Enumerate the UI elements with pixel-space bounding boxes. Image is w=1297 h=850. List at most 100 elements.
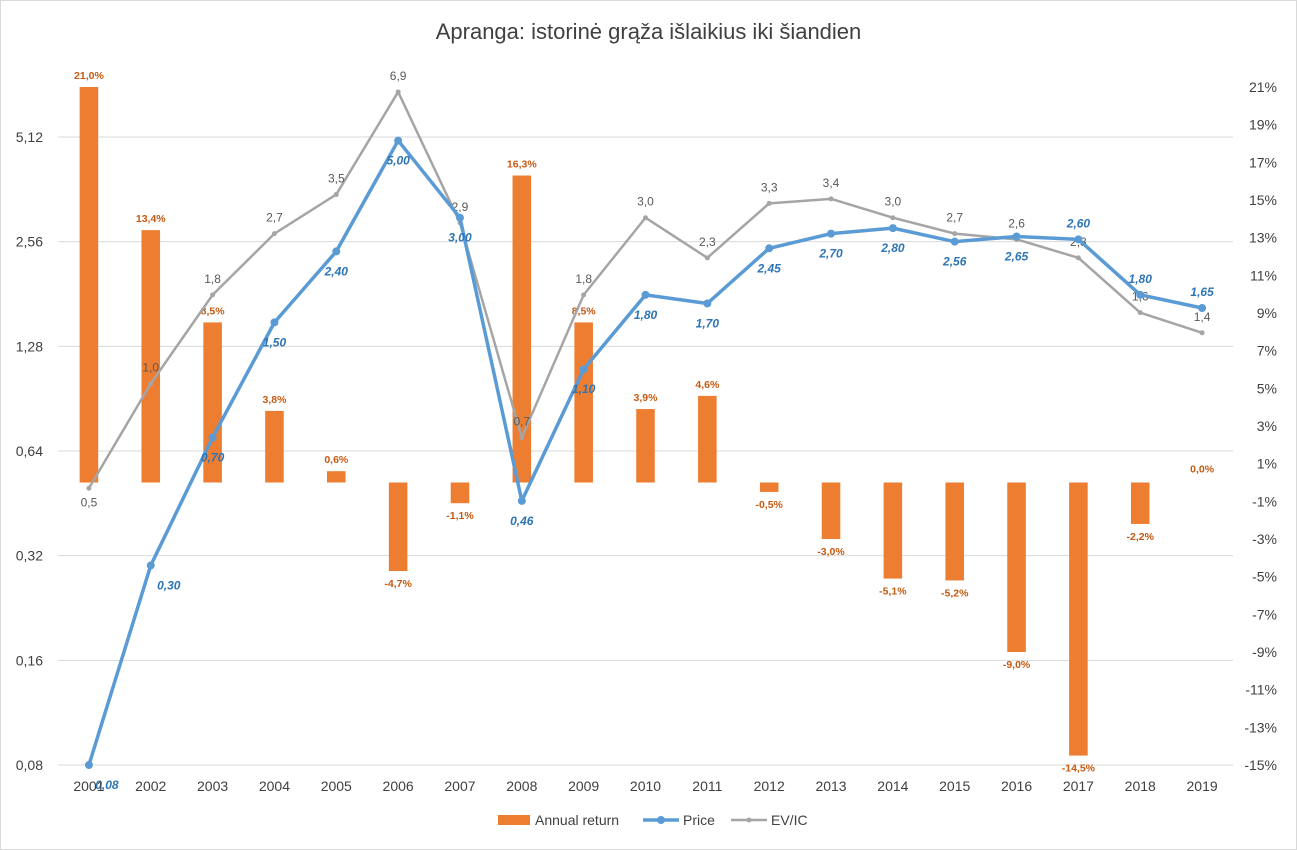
right-tick-label: -9% — [1252, 644, 1277, 660]
price-label: 0,46 — [510, 514, 534, 528]
price-point — [332, 247, 341, 256]
x-tick-label: 2008 — [506, 778, 537, 794]
right-tick-label: 7% — [1257, 343, 1277, 359]
x-tick-label: 2005 — [321, 778, 352, 794]
annual-return-label: 4,6% — [695, 379, 720, 391]
ev-ic-label: 1,8 — [575, 272, 592, 286]
ev-ic-point — [333, 191, 339, 197]
annual-return-label: -5,2% — [941, 587, 969, 599]
x-tick-label: 2010 — [630, 778, 661, 794]
annual-return-label: 3,9% — [634, 392, 659, 404]
ev-ic-point — [890, 215, 896, 221]
x-tick-label: 2004 — [259, 778, 290, 794]
right-tick-label: 15% — [1249, 192, 1277, 208]
price-series: 0,080,300,701,502,405,003,000,461,101,80… — [84, 136, 1214, 792]
right-tick-label: -1% — [1252, 493, 1277, 509]
annual-return-label: -0,5% — [755, 499, 783, 511]
price-label: 1,70 — [696, 316, 720, 330]
price-label: 1,65 — [1190, 285, 1214, 299]
right-tick-label: -15% — [1244, 757, 1277, 773]
left-tick-label: 0,08 — [16, 757, 43, 773]
annual-return-label: 13,4% — [136, 213, 166, 225]
right-tick-label: 9% — [1257, 305, 1277, 321]
legend-marker-price — [657, 816, 665, 824]
bars-layer: 21,0%13,4%8,5%3,8%0,6%-4,7%-1,1%16,3%8,5… — [74, 70, 1215, 775]
ev-ic-label: 3,4 — [823, 176, 840, 190]
price-label: 0,70 — [201, 450, 225, 464]
annual-return-bar — [512, 175, 532, 483]
legend-label-price: Price — [683, 812, 715, 828]
price-label: 0,30 — [157, 578, 181, 592]
legend-label-ev-ic: EV/IC — [771, 812, 808, 828]
legend-swatch-annual-return — [498, 815, 530, 825]
price-label: 0,08 — [95, 778, 119, 792]
annual-return-bar — [327, 471, 346, 483]
price-point — [1198, 303, 1207, 312]
left-tick-label: 0,32 — [16, 548, 43, 564]
annual-return-bar — [883, 482, 903, 579]
price-label: 2,45 — [757, 261, 782, 275]
price-label: 5,00 — [386, 154, 410, 168]
ev-ic-label: 1,4 — [1194, 310, 1211, 324]
grid-layer — [58, 136, 1233, 766]
ev-ic-label: 2,7 — [266, 211, 283, 225]
ev-ic-point — [643, 215, 648, 221]
annual-return-label: -3,0% — [817, 546, 845, 558]
x-tick-label: 2017 — [1063, 778, 1094, 794]
price-point — [579, 365, 588, 374]
annual-return-bar — [1069, 482, 1088, 756]
ev-ic-point — [704, 255, 710, 261]
right-tick-label: -7% — [1252, 606, 1277, 622]
annual-return-label: -1,1% — [446, 510, 474, 522]
annual-return-label: -14,5% — [1062, 763, 1096, 775]
right-tick-label: 21% — [1249, 79, 1277, 95]
left-tick-label: 1,28 — [16, 338, 43, 354]
right-tick-label: 19% — [1249, 117, 1277, 133]
price-point — [146, 561, 155, 570]
annual-return-bar — [945, 482, 964, 581]
ev-ic-point — [86, 485, 92, 491]
ev-ic-label: 6,9 — [390, 69, 407, 83]
x-tick-label: 2001 — [73, 778, 104, 794]
ev-ic-label: 1,0 — [142, 361, 159, 375]
annual-return-label: 8,5% — [201, 305, 226, 317]
x-tick-label: 2003 — [197, 778, 228, 794]
ev-ic-label: 3,5 — [328, 171, 345, 185]
price-label: 1,80 — [1129, 272, 1153, 286]
right-tick-label: 3% — [1257, 418, 1277, 434]
price-label: 2,70 — [818, 247, 843, 261]
right-tick-label: -11% — [1245, 682, 1277, 698]
annual-return-bar — [698, 395, 717, 483]
ev-ic-point — [395, 89, 401, 95]
ev-ic-point — [581, 292, 587, 298]
ev-ic-point — [210, 292, 216, 298]
left-axis-ticks: 0,08 0,16 0,32 0,64 1,28 2,56 5,12 — [16, 129, 43, 773]
right-tick-label: 13% — [1249, 230, 1277, 246]
right-tick-label: 1% — [1257, 456, 1277, 472]
price-label: 2,56 — [942, 255, 967, 269]
right-axis-ticks: 21% 19% 17% 15% 13% 11% 9% 7% 5% 3% 1% -1% -3% -5% -7%… — [1244, 79, 1277, 773]
x-tick-label: 2002 — [135, 778, 166, 794]
ev-ic-label: 0,7 — [513, 414, 530, 428]
annual-return-bar — [265, 410, 284, 483]
annual-return-bar — [821, 482, 841, 539]
x-tick-label: 2011 — [692, 778, 722, 794]
annual-return-bar — [574, 322, 593, 483]
price-point — [1136, 290, 1145, 299]
legend-marker-ev-ic — [746, 817, 752, 823]
ev-ic-point — [952, 231, 958, 237]
price-point — [394, 136, 403, 145]
ev-ic-point — [1199, 330, 1205, 336]
annual-return-bar — [141, 230, 161, 483]
ev-ic-label: 1,8 — [204, 272, 221, 286]
ev-ic-point — [271, 231, 277, 237]
x-tick-label: 2007 — [444, 778, 475, 794]
annual-return-label: -9,0% — [1003, 659, 1031, 671]
price-label: 3,00 — [448, 231, 472, 245]
price-point — [765, 244, 774, 253]
chart-title: Apranga: istorinė grąža išlaikius iki ši… — [435, 19, 862, 44]
x-tick-label: 2019 — [1187, 778, 1218, 794]
x-tick-label: 2006 — [383, 778, 414, 794]
x-axis-ticks: 2001 2002 2003 2004 2005 2006 2007 2008 2009 2010… — [73, 778, 1218, 794]
ev-ic-label: 3,3 — [761, 180, 778, 194]
